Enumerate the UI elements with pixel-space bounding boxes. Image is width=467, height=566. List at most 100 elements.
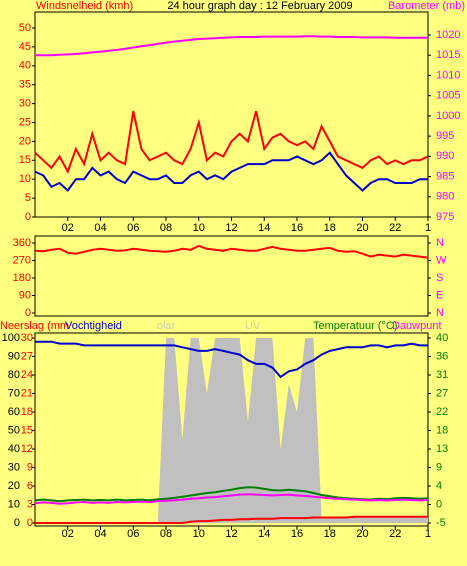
series-line bbox=[34, 244, 429, 259]
legend-label: olar bbox=[157, 320, 176, 332]
y-tick-label: 20 bbox=[19, 135, 31, 147]
y2-tick-label: 1010 bbox=[436, 69, 460, 81]
y2-tick-label: 985 bbox=[436, 170, 454, 182]
x-tick-label: 14 bbox=[258, 528, 270, 540]
y2-tick-label: E bbox=[436, 289, 443, 301]
y2-tick-label: W bbox=[436, 254, 447, 266]
y-tick-label: 10 bbox=[19, 173, 31, 185]
y-tick-label: 270 bbox=[13, 254, 31, 266]
y-tick-label: 100 bbox=[2, 332, 20, 344]
legend-label: Neerslag (mm bbox=[0, 320, 69, 332]
y3-tick-label: 12 bbox=[21, 443, 33, 455]
y-tick-label: 15 bbox=[19, 154, 31, 166]
x-tick-label: 1 bbox=[425, 222, 431, 234]
y2-tick-label: N bbox=[436, 307, 444, 319]
y-tick-label: 40 bbox=[19, 60, 31, 72]
x-tick-label: 22 bbox=[389, 528, 401, 540]
x-tick-label: 20 bbox=[356, 222, 368, 234]
x-tick-label: 16 bbox=[291, 222, 303, 234]
y3-tick-label: 9 bbox=[27, 461, 33, 473]
x-tick-label: 12 bbox=[225, 528, 237, 540]
y3-tick-label: 21 bbox=[21, 387, 33, 399]
x-tick-label: 14 bbox=[258, 222, 270, 234]
y2-tick-label: 995 bbox=[436, 130, 454, 142]
y3-tick-label: 18 bbox=[21, 406, 33, 418]
y2-tick-label: 31 bbox=[436, 369, 448, 381]
x-tick-label: 10 bbox=[193, 528, 205, 540]
series-line bbox=[35, 35, 428, 57]
x-tick-label: 18 bbox=[324, 222, 336, 234]
y-tick-label: 45 bbox=[19, 41, 31, 53]
y-tick-label: 30 bbox=[8, 461, 20, 473]
y-tick-label: 0 bbox=[25, 211, 31, 223]
y-tick-label: 360 bbox=[13, 237, 31, 249]
x-tick-label: 16 bbox=[291, 528, 303, 540]
x-tick-label: 06 bbox=[127, 528, 139, 540]
legend-label: Temperatuur (°C) bbox=[313, 320, 397, 332]
y-tick-label: 60 bbox=[8, 406, 20, 418]
y2-tick-label: 40 bbox=[436, 332, 448, 344]
y2-tick-label: 980 bbox=[436, 191, 454, 203]
x-tick-label: 20 bbox=[356, 528, 368, 540]
y2-axis-title: Barometer (mb) bbox=[388, 0, 465, 12]
y3-tick-label: 6 bbox=[27, 480, 33, 492]
x-tick-label: 18 bbox=[324, 528, 336, 540]
x-tick-label: 02 bbox=[62, 528, 74, 540]
y-tick-label: 20 bbox=[8, 480, 20, 492]
x-tick-label: 04 bbox=[94, 222, 106, 234]
y-axis-title: Windsnelheid (kmh) bbox=[36, 0, 133, 12]
y-tick-label: 0 bbox=[14, 517, 20, 529]
y-tick-label: 70 bbox=[8, 387, 20, 399]
y2-tick-label: 27 bbox=[436, 387, 448, 399]
y2-tick-label: 9 bbox=[436, 461, 442, 473]
y2-tick-label: 18 bbox=[436, 424, 448, 436]
y-tick-label: 50 bbox=[19, 22, 31, 34]
chart-title: 24 hour graph day : 12 February 2009 bbox=[167, 0, 352, 12]
y3-tick-label: 30 bbox=[21, 332, 33, 344]
y3-tick-label: 3 bbox=[27, 498, 33, 510]
y2-tick-label: 0 bbox=[436, 498, 442, 510]
y2-tick-label: 36 bbox=[436, 350, 448, 362]
y2-tick-label: N bbox=[436, 237, 444, 249]
x-tick-label: 04 bbox=[94, 528, 106, 540]
series-line bbox=[34, 493, 429, 505]
legend-label: UV bbox=[245, 320, 261, 332]
y3-tick-label: 27 bbox=[21, 350, 33, 362]
x-tick-label: 08 bbox=[160, 528, 172, 540]
y2-tick-label: 22 bbox=[436, 406, 448, 418]
y-tick-label: 30 bbox=[19, 98, 31, 110]
y2-tick-label: 1005 bbox=[436, 90, 460, 102]
y2-tick-label: 1015 bbox=[436, 49, 460, 61]
y2-tick-label: 1000 bbox=[436, 110, 460, 122]
y2-tick-label: 990 bbox=[436, 150, 454, 162]
y-tick-label: 0 bbox=[25, 307, 31, 319]
y-tick-label: 90 bbox=[19, 289, 31, 301]
series-line bbox=[34, 110, 429, 175]
y2-tick-label: 1020 bbox=[436, 29, 460, 41]
x-tick-label: 08 bbox=[160, 222, 172, 234]
series-line bbox=[34, 151, 428, 192]
x-tick-label: 1 bbox=[425, 528, 431, 540]
y3-tick-label: 0 bbox=[27, 517, 33, 529]
y2-tick-label: 13 bbox=[436, 443, 448, 455]
legend-label: Dauwpunt bbox=[392, 320, 442, 332]
y-tick-label: 80 bbox=[8, 369, 20, 381]
series-line bbox=[35, 340, 428, 379]
x-tick-label: 22 bbox=[389, 222, 401, 234]
y2-tick-label: 4 bbox=[436, 480, 442, 492]
x-tick-label: 12 bbox=[225, 222, 237, 234]
y-tick-label: 5 bbox=[25, 192, 31, 204]
y-tick-label: 180 bbox=[13, 272, 31, 284]
y-tick-label: 50 bbox=[8, 424, 20, 436]
y-tick-label: 40 bbox=[8, 443, 20, 455]
y3-tick-label: 15 bbox=[21, 424, 33, 436]
y-tick-label: 25 bbox=[19, 116, 31, 128]
series-line bbox=[35, 515, 428, 524]
x-tick-label: 02 bbox=[62, 222, 74, 234]
y-tick-label: 35 bbox=[19, 79, 31, 91]
y2-tick-label: S bbox=[436, 272, 443, 284]
plot-area bbox=[34, 11, 429, 218]
solar-area bbox=[35, 338, 428, 523]
x-tick-label: 10 bbox=[193, 222, 205, 234]
